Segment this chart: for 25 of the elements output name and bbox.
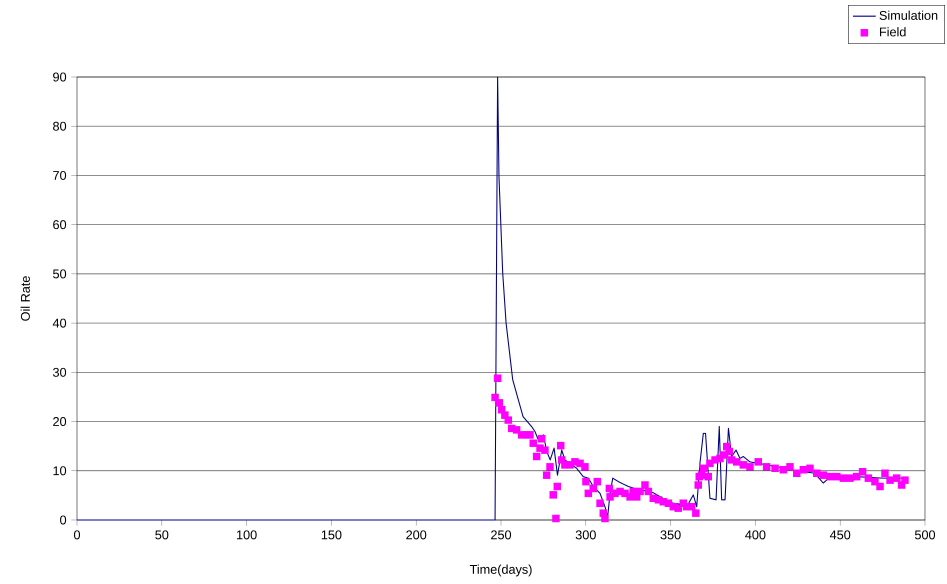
x-tick-label: 200	[406, 530, 426, 540]
x-tick-label: 0	[74, 530, 80, 540]
y-tick-label: 40	[52, 318, 66, 328]
y-tick-label: 10	[53, 466, 66, 476]
x-tick-label: 250	[491, 530, 512, 540]
x-axis-title: Time(days)	[470, 564, 532, 576]
y-tick-label: 70	[53, 170, 66, 180]
x-tick-label: 400	[745, 530, 766, 540]
y-tick-label: 80	[53, 122, 66, 131]
legend-label: Simulation	[880, 10, 938, 20]
legend-label: Field	[880, 27, 906, 36]
x-tick-label: 450	[830, 530, 850, 540]
y-tick-label: 0	[60, 516, 66, 524]
x-tick-label: 500	[914, 530, 936, 540]
y-tick-label: 60	[53, 220, 66, 230]
x-tick-label: 50	[155, 530, 168, 540]
y-tick-label: 20	[53, 417, 66, 426]
x-tick-label: 150	[322, 530, 342, 540]
x-tick-label: 100	[237, 530, 257, 540]
y-axis-title: Oil Rate	[20, 276, 30, 321]
x-tick-label: 350	[660, 530, 681, 540]
y-tick-label: 90	[53, 72, 66, 82]
y-tick-label: 30	[52, 368, 66, 377]
y-tick-label: 50	[53, 269, 66, 278]
x-tick-label: 300	[576, 530, 596, 540]
